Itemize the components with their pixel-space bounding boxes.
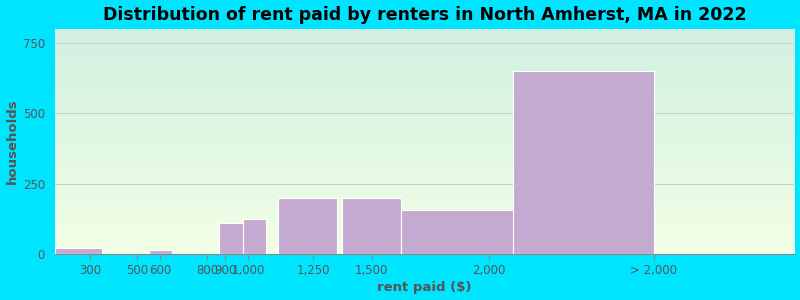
Bar [342,198,401,254]
Y-axis label: households: households [6,99,18,184]
Bar [219,223,242,254]
X-axis label: rent paid ($): rent paid ($) [378,281,472,294]
Bar [401,210,518,254]
Title: Distribution of rent paid by renters in North Amherst, MA in 2022: Distribution of rent paid by renters in … [102,6,746,24]
Bar [278,198,337,254]
Bar [242,219,266,254]
Bar [54,248,102,254]
Bar [149,250,172,254]
Bar [513,71,654,254]
